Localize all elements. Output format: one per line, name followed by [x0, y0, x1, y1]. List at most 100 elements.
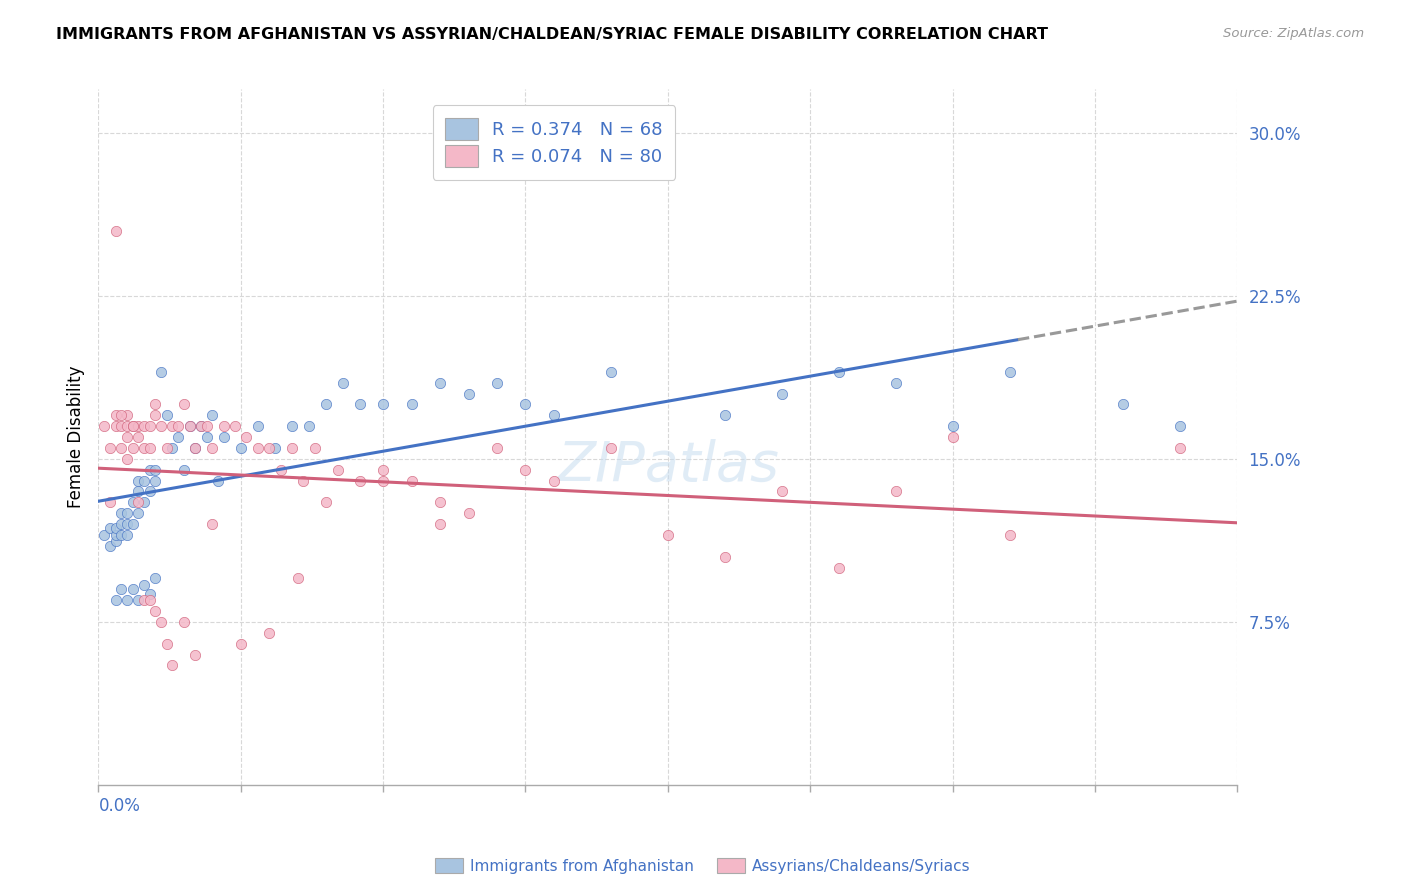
- Y-axis label: Female Disability: Female Disability: [66, 366, 84, 508]
- Point: [304, 441, 326, 455]
- Point: [190, 419, 212, 434]
- Point: [121, 441, 143, 455]
- Point: [127, 506, 149, 520]
- Point: [138, 593, 160, 607]
- Point: [162, 658, 184, 673]
- Point: [156, 409, 179, 423]
- Point: [132, 495, 155, 509]
- Point: [110, 506, 132, 520]
- Point: [770, 386, 793, 401]
- Point: [115, 419, 138, 434]
- Point: [150, 419, 173, 434]
- Point: [104, 521, 127, 535]
- Point: [98, 539, 121, 553]
- Point: [104, 419, 127, 434]
- Point: [162, 419, 184, 434]
- Point: [429, 376, 451, 390]
- Point: [110, 419, 132, 434]
- Point: [998, 528, 1021, 542]
- Point: [259, 441, 281, 455]
- Point: [246, 441, 269, 455]
- Point: [138, 441, 160, 455]
- Point: [515, 397, 537, 411]
- Point: [229, 441, 252, 455]
- Point: [138, 463, 160, 477]
- Point: [298, 419, 321, 434]
- Point: [115, 409, 138, 423]
- Point: [104, 528, 127, 542]
- Point: [115, 516, 138, 531]
- Point: [195, 430, 218, 444]
- Point: [457, 506, 479, 520]
- Point: [127, 430, 149, 444]
- Point: [132, 474, 155, 488]
- Point: [115, 506, 138, 520]
- Point: [429, 495, 451, 509]
- Point: [127, 419, 149, 434]
- Point: [127, 474, 149, 488]
- Point: [884, 376, 907, 390]
- Point: [315, 495, 337, 509]
- Point: [373, 397, 395, 411]
- Point: [1170, 441, 1192, 455]
- Point: [326, 463, 349, 477]
- Point: [457, 386, 479, 401]
- Point: [714, 549, 737, 564]
- Point: [486, 376, 509, 390]
- Point: [1170, 419, 1192, 434]
- Point: [127, 484, 149, 499]
- Point: [93, 419, 115, 434]
- Point: [401, 474, 423, 488]
- Point: [246, 419, 269, 434]
- Point: [235, 430, 257, 444]
- Point: [110, 441, 132, 455]
- Point: [115, 528, 138, 542]
- Text: 0.0%: 0.0%: [98, 797, 141, 815]
- Point: [224, 419, 246, 434]
- Point: [486, 441, 509, 455]
- Point: [121, 582, 143, 597]
- Text: Source: ZipAtlas.com: Source: ZipAtlas.com: [1223, 27, 1364, 40]
- Point: [115, 451, 138, 466]
- Point: [138, 484, 160, 499]
- Point: [349, 397, 371, 411]
- Point: [349, 474, 371, 488]
- Point: [150, 615, 173, 629]
- Point: [264, 441, 287, 455]
- Point: [104, 409, 127, 423]
- Legend: R = 0.374   N = 68, R = 0.074   N = 80: R = 0.374 N = 68, R = 0.074 N = 80: [433, 105, 675, 180]
- Point: [104, 593, 127, 607]
- Point: [145, 397, 167, 411]
- Point: [373, 474, 395, 488]
- Point: [121, 419, 143, 434]
- Point: [1112, 397, 1135, 411]
- Point: [212, 430, 235, 444]
- Point: [770, 484, 793, 499]
- Point: [429, 516, 451, 531]
- Point: [132, 441, 155, 455]
- Point: [287, 571, 309, 585]
- Point: [98, 495, 121, 509]
- Point: [173, 397, 195, 411]
- Point: [315, 397, 337, 411]
- Point: [93, 528, 115, 542]
- Point: [132, 578, 155, 592]
- Point: [600, 441, 623, 455]
- Point: [132, 593, 155, 607]
- Point: [110, 409, 132, 423]
- Point: [600, 365, 623, 379]
- Point: [543, 474, 565, 488]
- Legend: Immigrants from Afghanistan, Assyrians/Chaldeans/Syriacs: Immigrants from Afghanistan, Assyrians/C…: [429, 852, 977, 880]
- Point: [190, 419, 212, 434]
- Point: [104, 534, 127, 549]
- Point: [173, 615, 195, 629]
- Point: [127, 495, 149, 509]
- Point: [115, 593, 138, 607]
- Point: [281, 441, 304, 455]
- Point: [373, 463, 395, 477]
- Point: [207, 474, 229, 488]
- Point: [201, 409, 224, 423]
- Point: [145, 571, 167, 585]
- Point: [212, 419, 235, 434]
- Point: [167, 430, 190, 444]
